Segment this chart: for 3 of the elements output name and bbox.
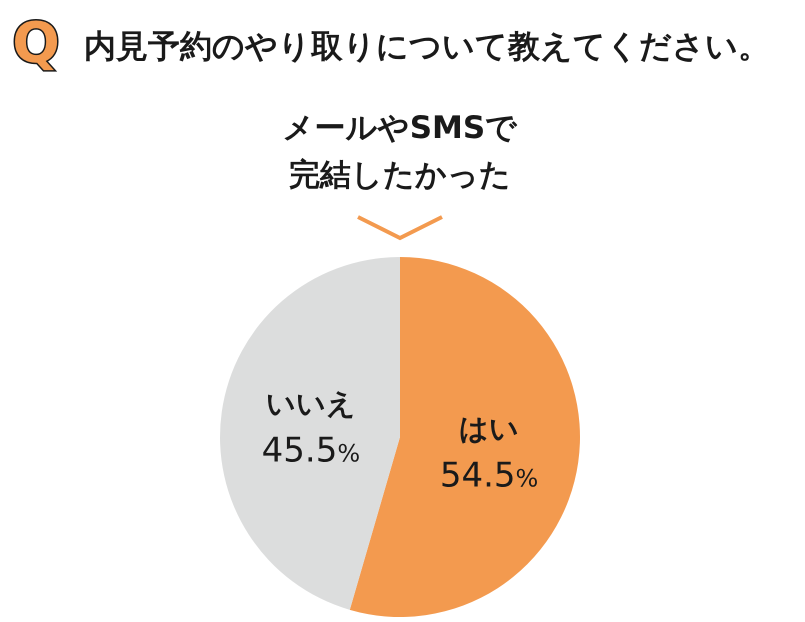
- subtitle: メールやSMSで完結したかった: [282, 110, 518, 193]
- title: 内見予約のやり取りについて教えてください。: [84, 27, 770, 65]
- annotation: Q: [12, 11, 60, 76]
